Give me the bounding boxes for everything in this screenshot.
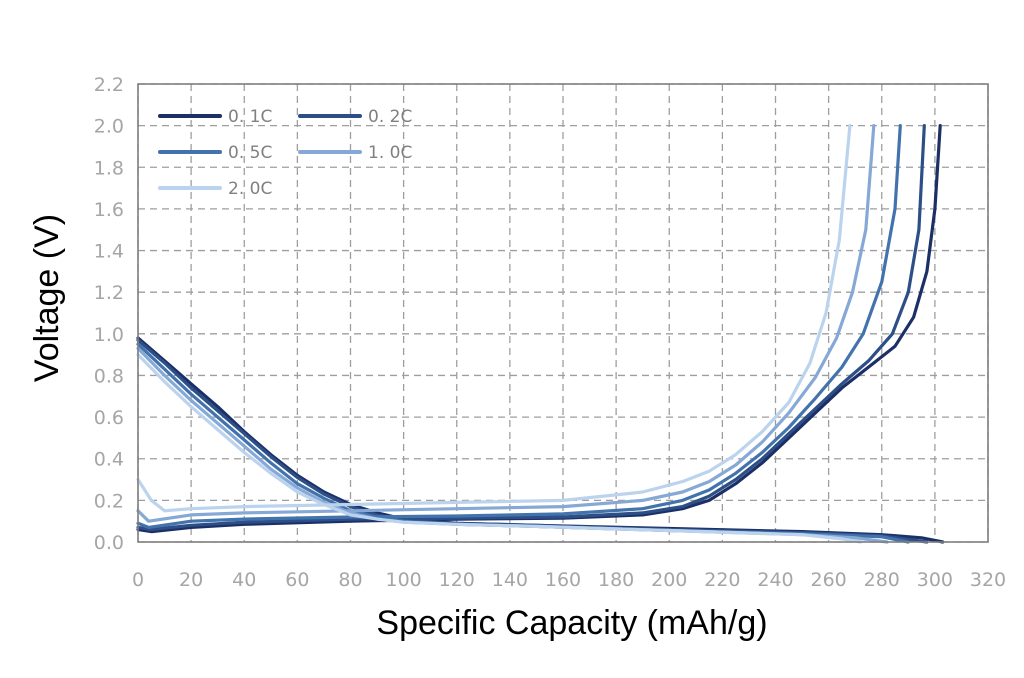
x-tick-label: 280 <box>864 569 900 591</box>
y-tick-label: 0.6 <box>94 407 124 429</box>
x-tick-label: 60 <box>285 569 309 591</box>
series-curves <box>136 124 945 544</box>
y-tick-label: 1.0 <box>94 324 124 346</box>
x-tick-label: 320 <box>970 569 1006 591</box>
y-tick-labels: 0.0 0.2 0.4 0.6 0.8 1.0 1.2 1.4 1.6 1.8 2.0 2.2 <box>94 74 124 554</box>
y-tick-label: 1.4 <box>94 241 124 263</box>
x-tick-label: 240 <box>757 569 793 591</box>
y-tick-label: 1.6 <box>94 199 124 221</box>
x-tick-label: 120 <box>439 569 475 591</box>
x-tick-label: 20 <box>179 569 203 591</box>
x-tick-label: 160 <box>545 569 581 591</box>
y-tick-label: 0.4 <box>94 449 124 471</box>
x-tick-label: 260 <box>810 569 846 591</box>
legend-label: 0. 2C <box>368 107 412 127</box>
x-axis-title: Specific Capacity (mAh/g) <box>376 604 767 642</box>
series-charge-curve <box>136 124 852 513</box>
y-tick-label: 2.2 <box>94 74 124 96</box>
y-tick-label: 0.0 <box>94 532 124 554</box>
legend-label: 0. 1C <box>228 107 272 127</box>
legend: 0. 1C 0. 2C 0. 5C 1. 0C 2. 0C <box>158 107 412 199</box>
x-tick-label: 140 <box>492 569 528 591</box>
x-tick-label: 100 <box>385 569 421 591</box>
legend-label: 1. 0C <box>368 143 412 163</box>
x-tick-label: 200 <box>651 569 687 591</box>
series-charge-curve <box>136 124 876 523</box>
legend-label: 2. 0C <box>228 179 272 199</box>
y-tick-label: 0.8 <box>94 365 124 387</box>
series-charge-curve <box>136 124 926 532</box>
plot-frame <box>137 83 989 543</box>
y-tick-label: 0.2 <box>94 490 124 512</box>
series-charge-curve <box>136 124 902 529</box>
x-tick-label: 40 <box>232 569 256 591</box>
y-tick-label: 1.2 <box>94 282 124 304</box>
y-axis-title: Voltage (V) <box>28 214 66 382</box>
y-tick-label: 1.8 <box>94 157 124 179</box>
series-charge-curve <box>136 124 942 534</box>
x-tick-label: 220 <box>704 569 740 591</box>
legend-label: 0. 5C <box>228 143 272 163</box>
x-tick-labels: 0 20 40 60 80 100 120 140 160 180 200 220 240 260 280 3… <box>132 569 1006 591</box>
x-tick-label: 300 <box>917 569 953 591</box>
x-tick-label: 80 <box>338 569 362 591</box>
x-tick-label: 0 <box>132 569 144 591</box>
y-tick-label: 2.0 <box>94 116 124 138</box>
series-discharge-curve <box>136 353 863 544</box>
x-tick-label: 180 <box>598 569 634 591</box>
